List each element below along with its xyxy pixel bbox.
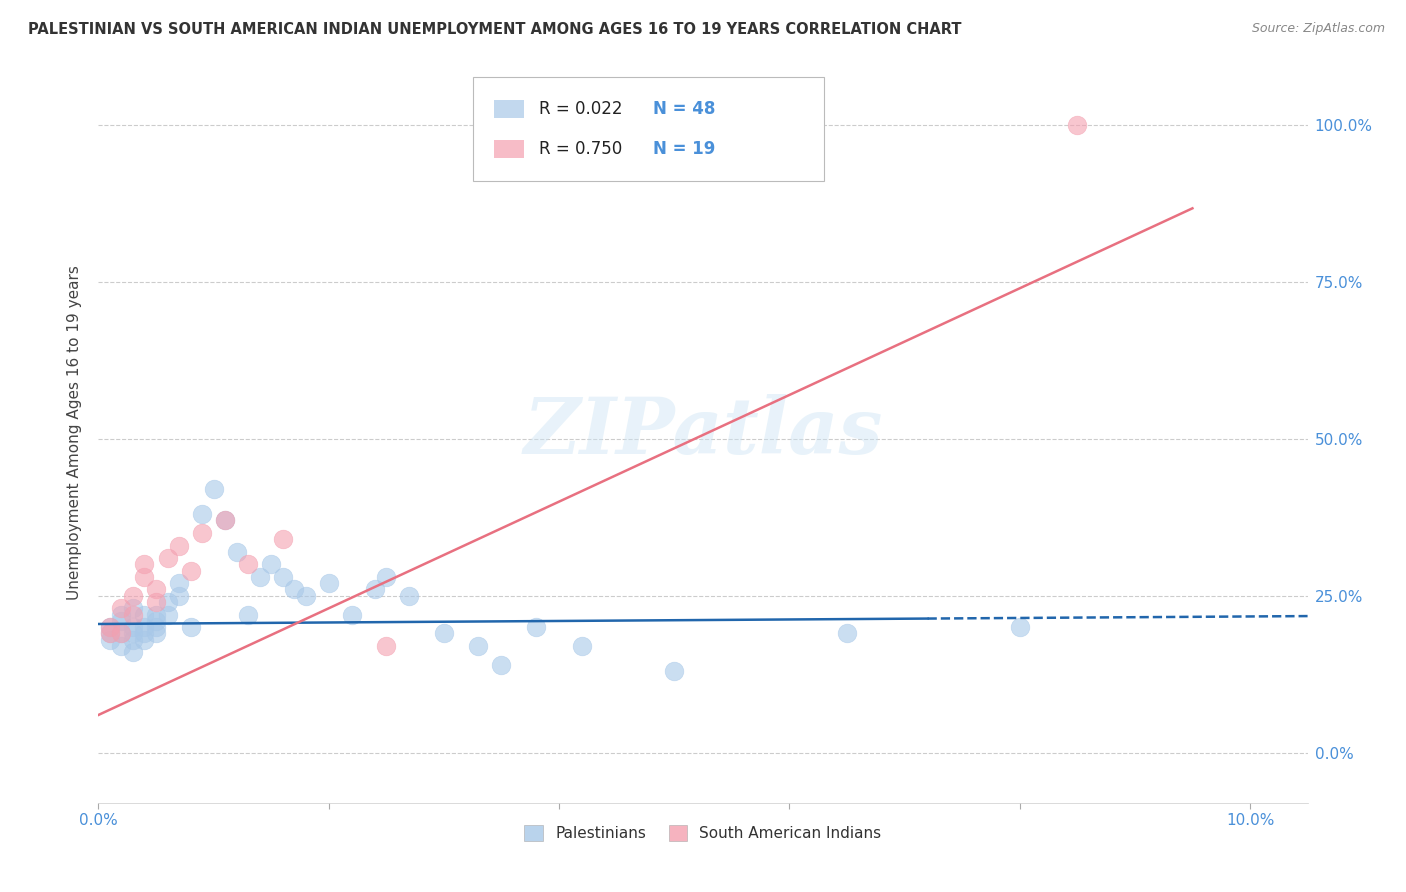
Point [364, 582, 387, 597]
Point [98, 632, 121, 647]
FancyBboxPatch shape [474, 78, 824, 181]
Text: PALESTINIAN VS SOUTH AMERICAN INDIAN UNEMPLOYMENT AMONG AGES 16 TO 19 YEARS CORR: PALESTINIAN VS SOUTH AMERICAN INDIAN UNE… [28, 22, 962, 37]
Point [156, 607, 179, 622]
Point [110, 626, 132, 640]
FancyBboxPatch shape [494, 140, 524, 158]
Point [134, 607, 156, 622]
Text: ZIPatlas: ZIPatlas [523, 394, 883, 471]
Point [835, 626, 858, 640]
Point [225, 545, 247, 559]
Point [491, 657, 513, 672]
Point [236, 558, 259, 572]
Point [98, 620, 121, 634]
Point [375, 570, 398, 584]
Point [236, 607, 259, 622]
Point [122, 632, 145, 647]
Point [134, 558, 156, 572]
Point [524, 620, 547, 634]
Point [134, 632, 156, 647]
Point [98, 626, 121, 640]
Point [122, 589, 145, 603]
Point [375, 639, 398, 653]
Point [122, 601, 145, 615]
Point [122, 645, 145, 659]
Text: R = 0.750: R = 0.750 [538, 140, 621, 158]
Text: N = 48: N = 48 [654, 100, 716, 118]
Point [134, 626, 156, 640]
Point [110, 601, 132, 615]
Point [156, 595, 179, 609]
Point [122, 626, 145, 640]
Text: N = 19: N = 19 [654, 140, 716, 158]
Point [398, 589, 420, 603]
Point [167, 576, 190, 591]
Text: R = 0.022: R = 0.022 [538, 100, 621, 118]
Point [134, 620, 156, 634]
Point [214, 513, 236, 527]
Point [145, 620, 167, 634]
Point [180, 564, 202, 578]
Point [110, 626, 132, 640]
Point [433, 626, 456, 640]
Legend: Palestinians, South American Indians: Palestinians, South American Indians [519, 819, 887, 847]
Point [271, 533, 294, 547]
Point [145, 626, 167, 640]
Point [202, 482, 225, 496]
Point [214, 513, 236, 527]
Point [98, 620, 121, 634]
Point [191, 526, 214, 541]
Text: Source: ZipAtlas.com: Source: ZipAtlas.com [1251, 22, 1385, 36]
Point [122, 607, 145, 622]
Point [122, 620, 145, 634]
Point [191, 507, 214, 521]
Point [98, 626, 121, 640]
Point [571, 639, 593, 653]
Point [318, 576, 340, 591]
Point [294, 589, 316, 603]
Point [145, 595, 167, 609]
Point [110, 607, 132, 622]
FancyBboxPatch shape [494, 100, 524, 119]
Point [134, 570, 156, 584]
Point [467, 639, 489, 653]
Point [180, 620, 202, 634]
Point [110, 614, 132, 628]
Y-axis label: Unemployment Among Ages 16 to 19 years: Unemployment Among Ages 16 to 19 years [67, 265, 83, 600]
Point [145, 614, 167, 628]
Point [249, 570, 271, 584]
Point [167, 539, 190, 553]
Point [110, 639, 132, 653]
Point [1008, 620, 1031, 634]
Point [271, 570, 294, 584]
Point [664, 664, 686, 678]
Point [167, 589, 190, 603]
Point [145, 582, 167, 597]
Point [283, 582, 305, 597]
Point [260, 558, 283, 572]
Point [145, 607, 167, 622]
Point [156, 551, 179, 566]
Point [340, 607, 363, 622]
Point [1066, 118, 1088, 132]
